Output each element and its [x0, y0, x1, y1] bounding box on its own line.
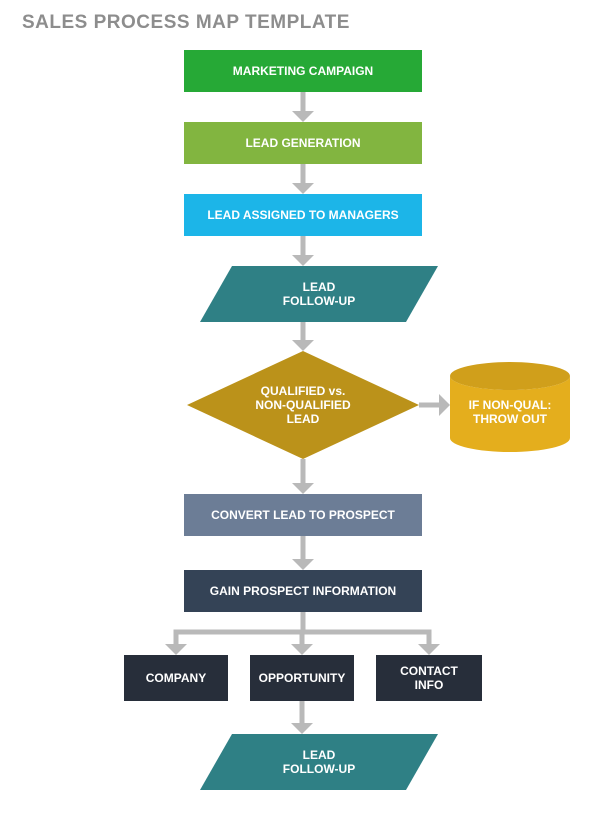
svg-text:LEAD ASSIGNED TO MANAGERS: LEAD ASSIGNED TO MANAGERS [207, 208, 398, 222]
svg-text:CONVERT LEAD TO PROSPECT: CONVERT LEAD TO PROSPECT [211, 508, 395, 522]
svg-text:NON-QUALIFIED: NON-QUALIFIED [255, 398, 351, 412]
svg-text:COMPANY: COMPANY [146, 671, 206, 685]
svg-text:MARKETING CAMPAIGN: MARKETING CAMPAIGN [233, 64, 373, 78]
svg-text:GAIN PROSPECT INFORMATION: GAIN PROSPECT INFORMATION [210, 584, 396, 598]
svg-text:INFO: INFO [415, 678, 444, 692]
svg-text:QUALIFIED vs.: QUALIFIED vs. [261, 384, 346, 398]
svg-text:FOLLOW-UP: FOLLOW-UP [283, 762, 355, 776]
svg-text:LEAD GENERATION: LEAD GENERATION [245, 136, 360, 150]
svg-text:IF NON-QUAL:: IF NON-QUAL: [469, 398, 552, 412]
svg-text:FOLLOW-UP: FOLLOW-UP [283, 294, 355, 308]
svg-text:LEAD: LEAD [287, 412, 320, 426]
svg-text:LEAD: LEAD [303, 748, 336, 762]
flowchart-canvas: MARKETING CAMPAIGN LEAD GENERATION LEAD AS… [0, 0, 608, 819]
page-title: SALES PROCESS MAP TEMPLATE [22, 12, 350, 34]
svg-text:THROW OUT: THROW OUT [473, 412, 548, 426]
svg-text:CONTACT: CONTACT [400, 664, 458, 678]
svg-text:OPPORTUNITY: OPPORTUNITY [259, 671, 346, 685]
svg-text:LEAD: LEAD [303, 280, 336, 294]
